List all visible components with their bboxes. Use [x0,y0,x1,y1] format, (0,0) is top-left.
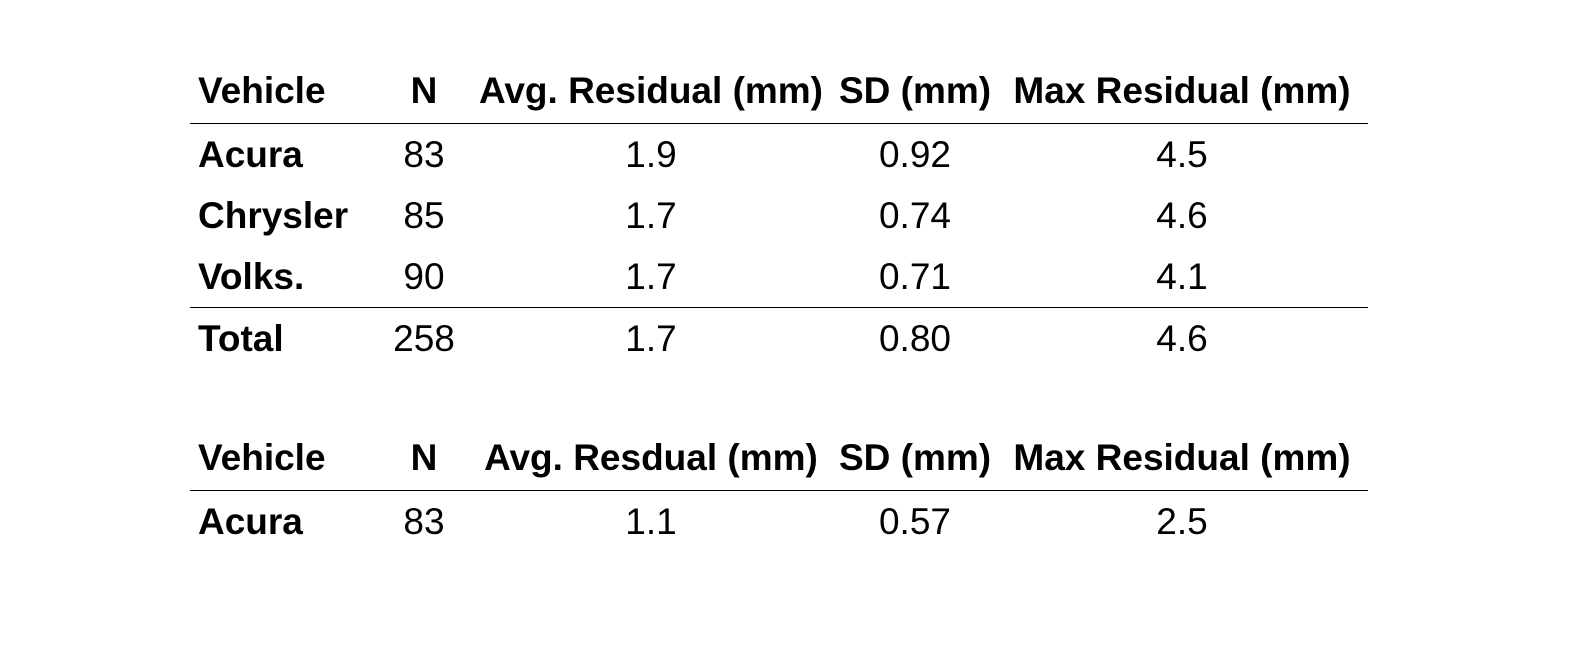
column-header-max-residual: Max Residual (mm) [1013,70,1351,111]
column-header-vehicle: Vehicle [198,70,326,111]
avg-residual-cell: 1.7 [625,195,677,236]
total-row: Total 258 1.7 0.80 4.6 [190,307,1368,370]
residual-table-acura: Vehicle N Avg. Resdual (mm) SD (mm) Max … [190,426,1368,552]
sd-cell: 0.57 [878,501,951,542]
column-header-avg-residual: Avg. Resdual (mm) [484,437,818,478]
sd-cell: 0.74 [878,195,951,236]
total-max-residual-cell: 4.6 [1156,318,1208,359]
column-header-vehicle: Vehicle [198,437,326,478]
avg-residual-cell: 1.7 [625,256,677,297]
column-header-n: N [410,437,438,478]
avg-residual-cell: 1.9 [625,134,677,175]
total-label-cell: Total [198,318,284,359]
n-cell: 85 [403,195,445,236]
sd-cell: 0.92 [878,134,951,175]
total-n-cell: 258 [393,318,455,359]
table-row: Volks. 90 1.7 0.71 4.1 [190,246,1368,308]
table-row: Chrysler 85 1.7 0.74 4.6 [190,185,1368,246]
max-residual-cell: 4.1 [1156,256,1208,297]
column-header-avg-residual: Avg. Residual (mm) [478,70,824,111]
column-header-n: N [410,70,438,111]
max-residual-cell: 2.5 [1156,501,1208,542]
table-header-row: Vehicle N Avg. Resdual (mm) SD (mm) Max … [190,426,1368,491]
n-cell: 83 [403,134,445,175]
table-row: Acura 83 1.9 0.92 4.5 [190,124,1368,186]
vehicle-cell: Volks. [198,256,305,297]
total-avg-residual-cell: 1.7 [625,318,677,359]
table-row: Acura 83 1.1 0.57 2.5 [190,491,1368,553]
sd-cell: 0.71 [878,256,951,297]
table-header-row: Vehicle N Avg. Residual (mm) SD (mm) Max… [190,59,1368,124]
n-cell: 83 [403,501,445,542]
total-sd-cell: 0.80 [878,318,951,359]
max-residual-cell: 4.6 [1156,195,1208,236]
column-header-max-residual: Max Residual (mm) [1013,437,1351,478]
column-header-sd: SD (mm) [838,437,992,478]
vehicle-cell: Acura [198,134,303,175]
vehicle-cell: Chrysler [198,195,349,236]
n-cell: 90 [403,256,445,297]
avg-residual-cell: 1.1 [625,501,677,542]
max-residual-cell: 4.5 [1156,134,1208,175]
column-header-sd: SD (mm) [838,70,992,111]
residual-table-all-vehicles: Vehicle N Avg. Residual (mm) SD (mm) Max… [190,59,1368,369]
vehicle-cell: Acura [198,501,303,542]
